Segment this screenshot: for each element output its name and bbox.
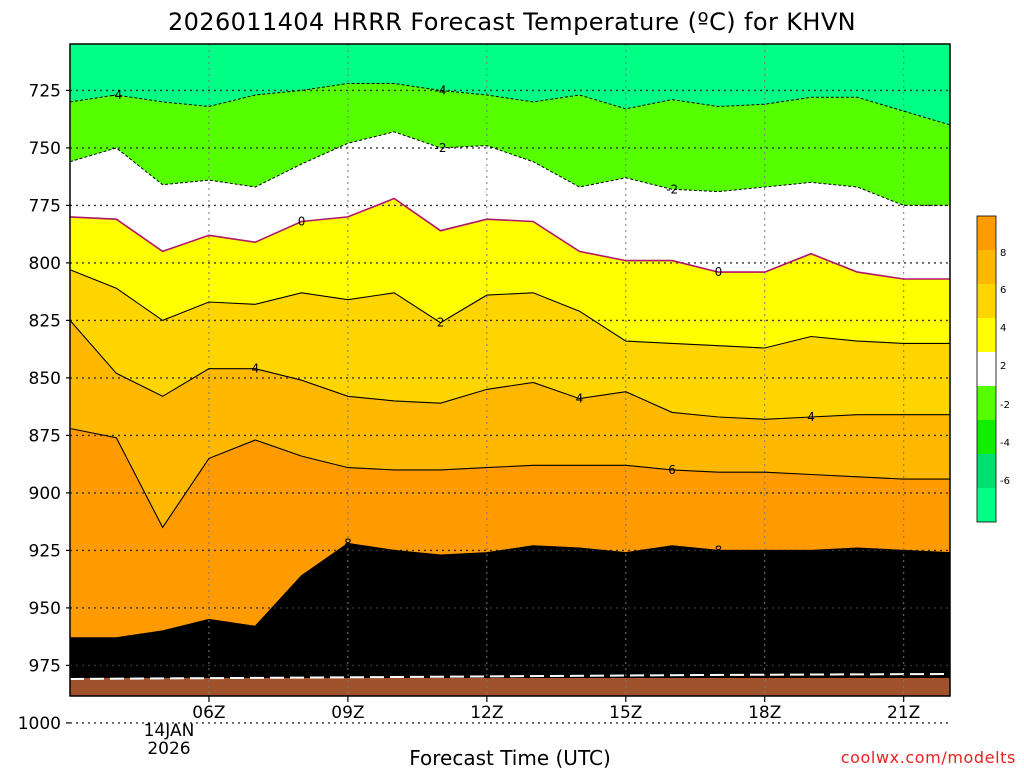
y-tick-label: 1000: [18, 714, 61, 734]
colorbar-label: 8: [1000, 248, 1006, 259]
x-tick-label: 12Z: [470, 703, 503, 723]
colorbar-label: 6: [1000, 285, 1006, 296]
y-tick-label: 900: [29, 484, 61, 504]
colorbar-swatch: [977, 216, 996, 250]
contour-lines: [69, 83, 951, 639]
contour-plus4: [69, 320, 950, 420]
colorbar-swatch: [977, 318, 996, 352]
colorbar-label: 4: [1000, 323, 1006, 334]
contour-label: 4: [251, 362, 259, 376]
contour-label: 8: [344, 537, 352, 551]
x-tick-label: 21Z: [887, 703, 920, 723]
contour-label: -4: [110, 88, 122, 102]
gridlines: [70, 44, 950, 724]
contour-label: 0: [715, 265, 723, 279]
x-tick-label: 18Z: [748, 703, 781, 723]
contour-minus2: [69, 131, 950, 206]
x-tick-label: 15Z: [609, 703, 642, 723]
contour-label: 0: [298, 215, 306, 229]
chart-title: 2026011404 HRRR Forecast Temperature (ºC…: [168, 8, 856, 36]
y-tick-label: 725: [29, 81, 61, 101]
colorbar-label: 2: [1000, 361, 1006, 372]
x-axis-title: Forecast Time (UTC): [409, 746, 611, 768]
contour-label: 4: [807, 410, 815, 424]
colorbar-label: -4: [1000, 438, 1010, 449]
x-date-label-year: 2026: [147, 739, 190, 759]
band-below-plus8: [70, 543, 950, 696]
ground-edge: [69, 673, 951, 680]
colorbar-swatch: [977, 488, 996, 522]
contour-labels: -4 -4 -2 -2 0 0 2 4 4 4 6 8 8: [110, 83, 815, 557]
ground-fill: [70, 678, 950, 696]
y-tick-label: 975: [29, 656, 61, 676]
y-tick-label: 875: [29, 426, 61, 446]
y-tick-label: 850: [29, 369, 61, 389]
x-date-label-day: 14JAN: [144, 721, 195, 741]
y-tick-label: 925: [29, 541, 61, 561]
plot-frame: [69, 43, 951, 697]
contour-label: 2: [437, 316, 445, 330]
contour-minus4: [69, 83, 951, 126]
temperature-fill-bands: [70, 44, 950, 697]
contour-label: -2: [666, 182, 678, 196]
contour-plus2: [69, 269, 950, 349]
colorbar-swatch: [977, 386, 996, 420]
contour-label: -2: [435, 141, 447, 155]
credit-link[interactable]: coolwx.com/modelts: [841, 748, 1016, 767]
contour-label: -4: [435, 83, 447, 97]
contour-zero: [69, 197, 950, 280]
colorbar-label: -6: [1000, 476, 1010, 487]
colorbar-border: [976, 215, 997, 523]
y-tick-label: 750: [29, 139, 61, 159]
colorbar-label: -2: [1000, 400, 1010, 411]
colorbar-swatch: [977, 250, 996, 284]
ground-band: [69, 673, 951, 696]
y-tick-label: 825: [29, 311, 61, 331]
colorbar-swatch: [977, 420, 996, 454]
colorbar-swatch: [977, 352, 996, 386]
colorbar-swatch: [977, 284, 996, 318]
y-tick-label: 950: [29, 599, 61, 619]
y-tick-label: 800: [29, 254, 61, 274]
x-axis: 06Z 09Z 12Z 15Z 18Z 21Z: [192, 696, 920, 723]
contour-plus8: [70, 542, 951, 639]
contour-label: 8: [715, 543, 723, 557]
colorbar-swatch: [977, 454, 996, 488]
x-tick-label: 09Z: [331, 703, 364, 723]
contour-plus6: [69, 427, 950, 529]
contour-label: 6: [668, 463, 676, 477]
contour-label: 4: [576, 392, 584, 406]
x-tick-label: 06Z: [192, 703, 225, 723]
plot-area: -4 -4 -2 -2 0 0 2 4 4 4 6 8 8: [69, 43, 951, 724]
y-axis: 725 750 775 800 825 850 875 900 925 950 975 1000: [18, 81, 70, 734]
colorbar: 8 6 4 2 -2 -4 -6: [976, 215, 1010, 523]
y-tick-label: 775: [29, 196, 61, 216]
